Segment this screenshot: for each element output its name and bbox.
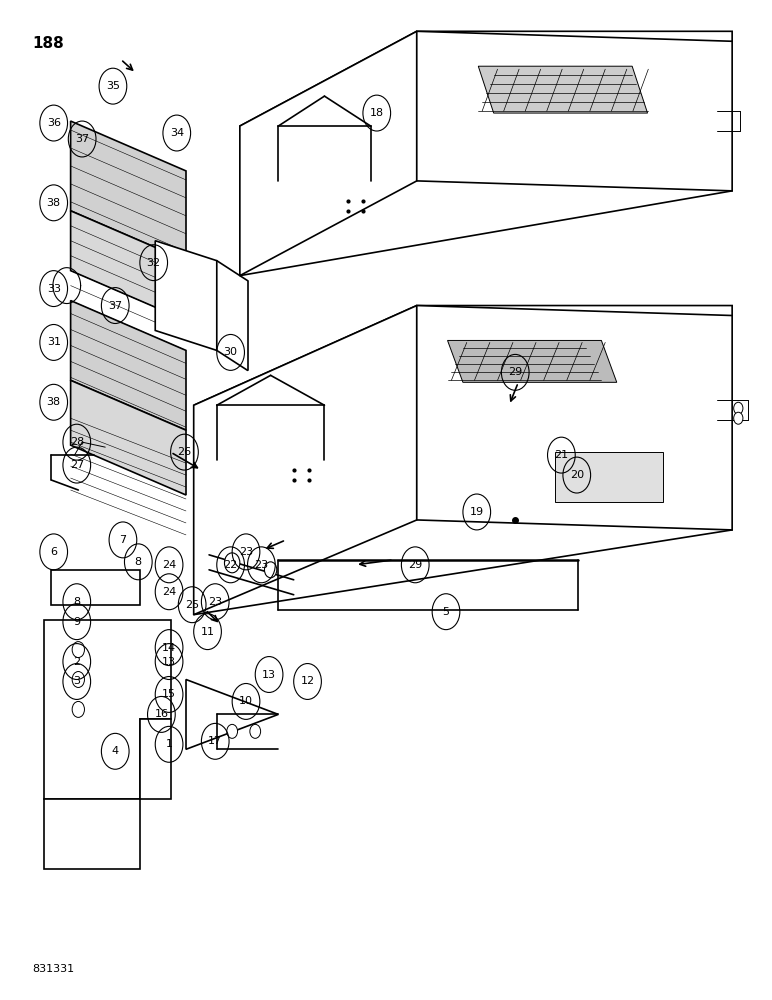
Text: 8: 8: [73, 597, 80, 607]
Text: 37: 37: [108, 301, 122, 311]
Text: 34: 34: [170, 128, 184, 138]
Circle shape: [265, 562, 277, 578]
Text: 188: 188: [32, 36, 64, 51]
Text: 20: 20: [570, 470, 584, 480]
Text: 1: 1: [165, 739, 173, 749]
Circle shape: [733, 412, 743, 424]
Text: 23: 23: [254, 560, 269, 570]
Circle shape: [227, 724, 238, 738]
Text: 13: 13: [162, 657, 176, 667]
Polygon shape: [70, 301, 186, 430]
Polygon shape: [44, 799, 140, 869]
Polygon shape: [52, 570, 140, 605]
Polygon shape: [194, 306, 417, 615]
Text: 37: 37: [75, 134, 90, 144]
Text: 5: 5: [442, 607, 449, 617]
Polygon shape: [140, 719, 171, 799]
Text: 30: 30: [224, 347, 238, 357]
Text: 9: 9: [73, 617, 80, 627]
Text: 38: 38: [46, 198, 61, 208]
Polygon shape: [240, 31, 732, 131]
Polygon shape: [448, 340, 617, 382]
Polygon shape: [70, 121, 186, 261]
Text: 4: 4: [112, 746, 119, 756]
Text: 28: 28: [69, 437, 84, 447]
Polygon shape: [417, 306, 732, 530]
Text: 32: 32: [147, 258, 161, 268]
Text: 29: 29: [408, 560, 422, 570]
Text: 31: 31: [46, 337, 61, 347]
Polygon shape: [479, 66, 648, 113]
Text: 35: 35: [106, 81, 120, 91]
Text: 2: 2: [73, 657, 80, 667]
Text: 23: 23: [208, 597, 222, 607]
Text: 22: 22: [223, 560, 238, 570]
Polygon shape: [70, 211, 186, 320]
Text: 3: 3: [73, 676, 80, 686]
Text: 13: 13: [262, 670, 276, 680]
Polygon shape: [155, 241, 217, 350]
Polygon shape: [186, 680, 279, 749]
Text: 11: 11: [201, 627, 215, 637]
Text: 8: 8: [135, 557, 142, 567]
Circle shape: [72, 701, 84, 717]
Text: 29: 29: [508, 367, 523, 377]
Text: 21: 21: [554, 450, 568, 460]
Text: 7: 7: [120, 535, 127, 545]
Text: 24: 24: [162, 560, 176, 570]
Circle shape: [225, 553, 240, 573]
Text: 17: 17: [208, 736, 222, 746]
Text: 6: 6: [50, 547, 57, 557]
Circle shape: [733, 402, 743, 414]
Polygon shape: [194, 306, 732, 405]
Text: 23: 23: [239, 547, 253, 557]
Polygon shape: [555, 452, 663, 502]
Text: 36: 36: [46, 118, 61, 128]
Text: 38: 38: [46, 397, 61, 407]
Text: 19: 19: [469, 507, 484, 517]
Text: 10: 10: [239, 696, 253, 706]
Polygon shape: [417, 31, 732, 191]
Circle shape: [72, 672, 84, 687]
Polygon shape: [70, 380, 186, 495]
Text: 14: 14: [162, 643, 176, 653]
Text: 12: 12: [300, 676, 315, 686]
Text: 26: 26: [178, 447, 191, 457]
Text: 24: 24: [162, 587, 176, 597]
Text: 27: 27: [69, 460, 84, 470]
Text: 16: 16: [154, 709, 168, 719]
Circle shape: [250, 724, 261, 738]
Polygon shape: [240, 31, 417, 276]
Text: 831331: 831331: [32, 964, 74, 974]
Text: 33: 33: [46, 284, 61, 294]
Polygon shape: [44, 620, 171, 799]
Text: 18: 18: [370, 108, 384, 118]
Circle shape: [72, 642, 84, 658]
Text: 25: 25: [185, 600, 199, 610]
Text: 15: 15: [162, 689, 176, 699]
